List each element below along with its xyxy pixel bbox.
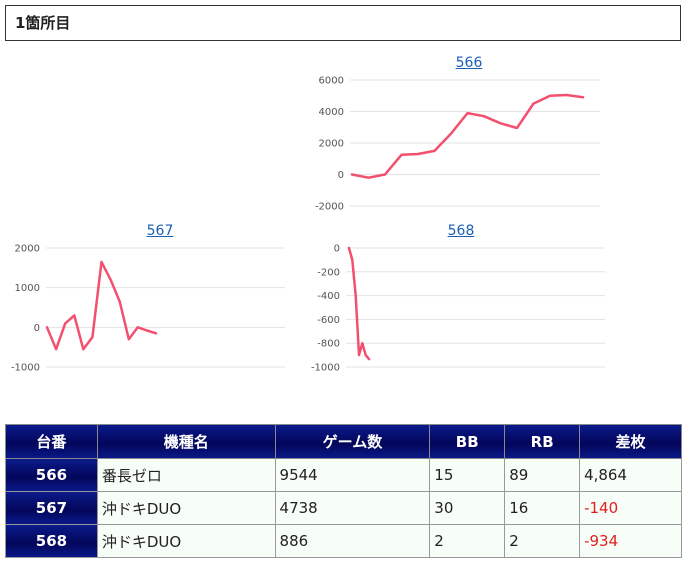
header-games: ゲーム数: [274, 424, 431, 459]
header-rb: RB: [504, 424, 581, 459]
table-row: 568 沖ドキDUO 886 2 2 -934: [5, 524, 682, 558]
header-bb: BB: [429, 424, 506, 459]
machine-name: 沖ドキDUO: [96, 491, 276, 525]
machine-data-table: 台番 機種名 ゲーム数 BB RB 差枚 566 番長ゼロ 9544 15 89…: [5, 424, 682, 558]
game-count: 4738: [274, 491, 431, 525]
table-header-row: 台番 機種名 ゲーム数 BB RB 差枚: [5, 424, 682, 459]
bb-count: 15: [429, 458, 506, 492]
unit-number: 566: [5, 458, 98, 492]
rb-count: 2: [504, 524, 581, 558]
unit-number: 567: [5, 491, 98, 525]
y-tick-label: 4000: [319, 107, 344, 118]
chart-567: 2000 1000 0 -1000: [11, 244, 285, 374]
diff-value: -934: [579, 524, 682, 558]
series-line: [350, 93, 585, 179]
diff-value: 4,864: [579, 458, 682, 492]
y-tick-label: 1000: [15, 283, 40, 294]
y-tick-label: 0: [34, 323, 40, 334]
y-tick-label: 0: [334, 244, 340, 255]
chart-568: 0 -200 -400 -600 -800 -1000: [311, 244, 605, 374]
machine-name: 沖ドキDUO: [96, 524, 276, 558]
series-line: [45, 260, 158, 351]
y-tick-label: -800: [317, 339, 340, 350]
rb-count: 89: [504, 458, 581, 492]
y-tick-label: 2000: [15, 244, 40, 255]
machine-name: 番長ゼロ: [96, 458, 276, 492]
chart-title-567[interactable]: 567: [146, 223, 174, 239]
chart-566: 6000 4000 2000 0 -2000: [315, 76, 600, 213]
table-row: 566 番長ゼロ 9544 15 89 4,864: [5, 458, 682, 492]
unit-number: 568: [5, 524, 98, 558]
chart-title-568[interactable]: 568: [447, 223, 475, 239]
y-tick-label: -200: [317, 267, 340, 278]
header-unit: 台番: [5, 424, 98, 459]
y-tick-label: -400: [317, 291, 340, 302]
y-tick-label: -1000: [11, 363, 40, 374]
table-row: 567 沖ドキDUO 4738 30 16 -140: [5, 491, 682, 525]
bb-count: 30: [429, 491, 506, 525]
diff-value: -140: [579, 491, 682, 525]
header-diff: 差枚: [579, 424, 682, 459]
bb-count: 2: [429, 524, 506, 558]
y-tick-label: 6000: [319, 76, 344, 87]
y-tick-label: 0: [338, 170, 344, 181]
game-count: 886: [274, 524, 431, 558]
game-count: 9544: [274, 458, 431, 492]
series-line: [347, 246, 371, 361]
y-tick-label: -600: [317, 315, 340, 326]
section-title: 1箇所目: [5, 5, 681, 41]
y-tick-label: 2000: [319, 139, 344, 150]
header-machine: 機種名: [96, 424, 276, 459]
y-tick-label: -1000: [311, 363, 340, 374]
chart-title-566[interactable]: 566: [455, 55, 483, 71]
rb-count: 16: [504, 491, 581, 525]
y-tick-label: -2000: [315, 202, 344, 213]
